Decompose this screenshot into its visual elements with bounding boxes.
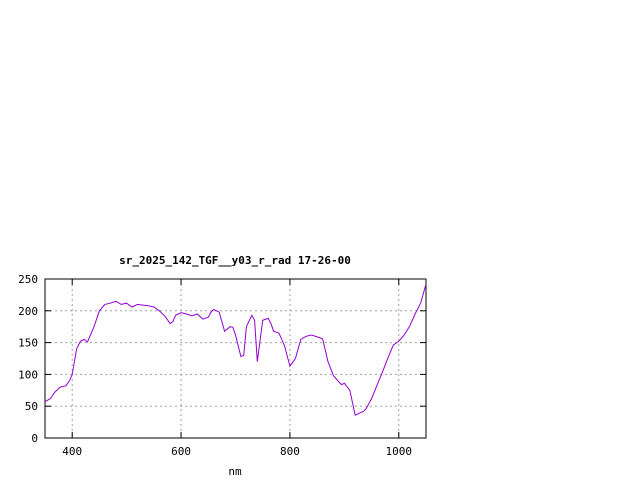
y-tick-label: 150 bbox=[18, 337, 38, 350]
series-line bbox=[44, 283, 427, 416]
y-tick-label: 50 bbox=[25, 400, 38, 413]
plot-frame bbox=[44, 278, 427, 439]
axis-ticks: 400 600 800 1000 0 50 100 150 200 250 bbox=[18, 273, 426, 458]
chart-title: sr_2025_142_TGF__y03_r_rad 17-26-00 bbox=[119, 254, 351, 267]
x-tick-label: 800 bbox=[280, 445, 300, 458]
y-tick-label: 250 bbox=[18, 273, 38, 286]
x-tick-label: 400 bbox=[62, 445, 82, 458]
y-tick-label: 0 bbox=[31, 432, 38, 445]
x-tick-label: 1000 bbox=[386, 445, 413, 458]
y-tick-label: 200 bbox=[18, 305, 38, 318]
grid-lines bbox=[45, 279, 426, 438]
x-tick-label: 600 bbox=[171, 445, 191, 458]
y-tick-label: 100 bbox=[18, 368, 38, 381]
series-group bbox=[44, 283, 427, 416]
x-axis-label: nm bbox=[228, 465, 242, 478]
